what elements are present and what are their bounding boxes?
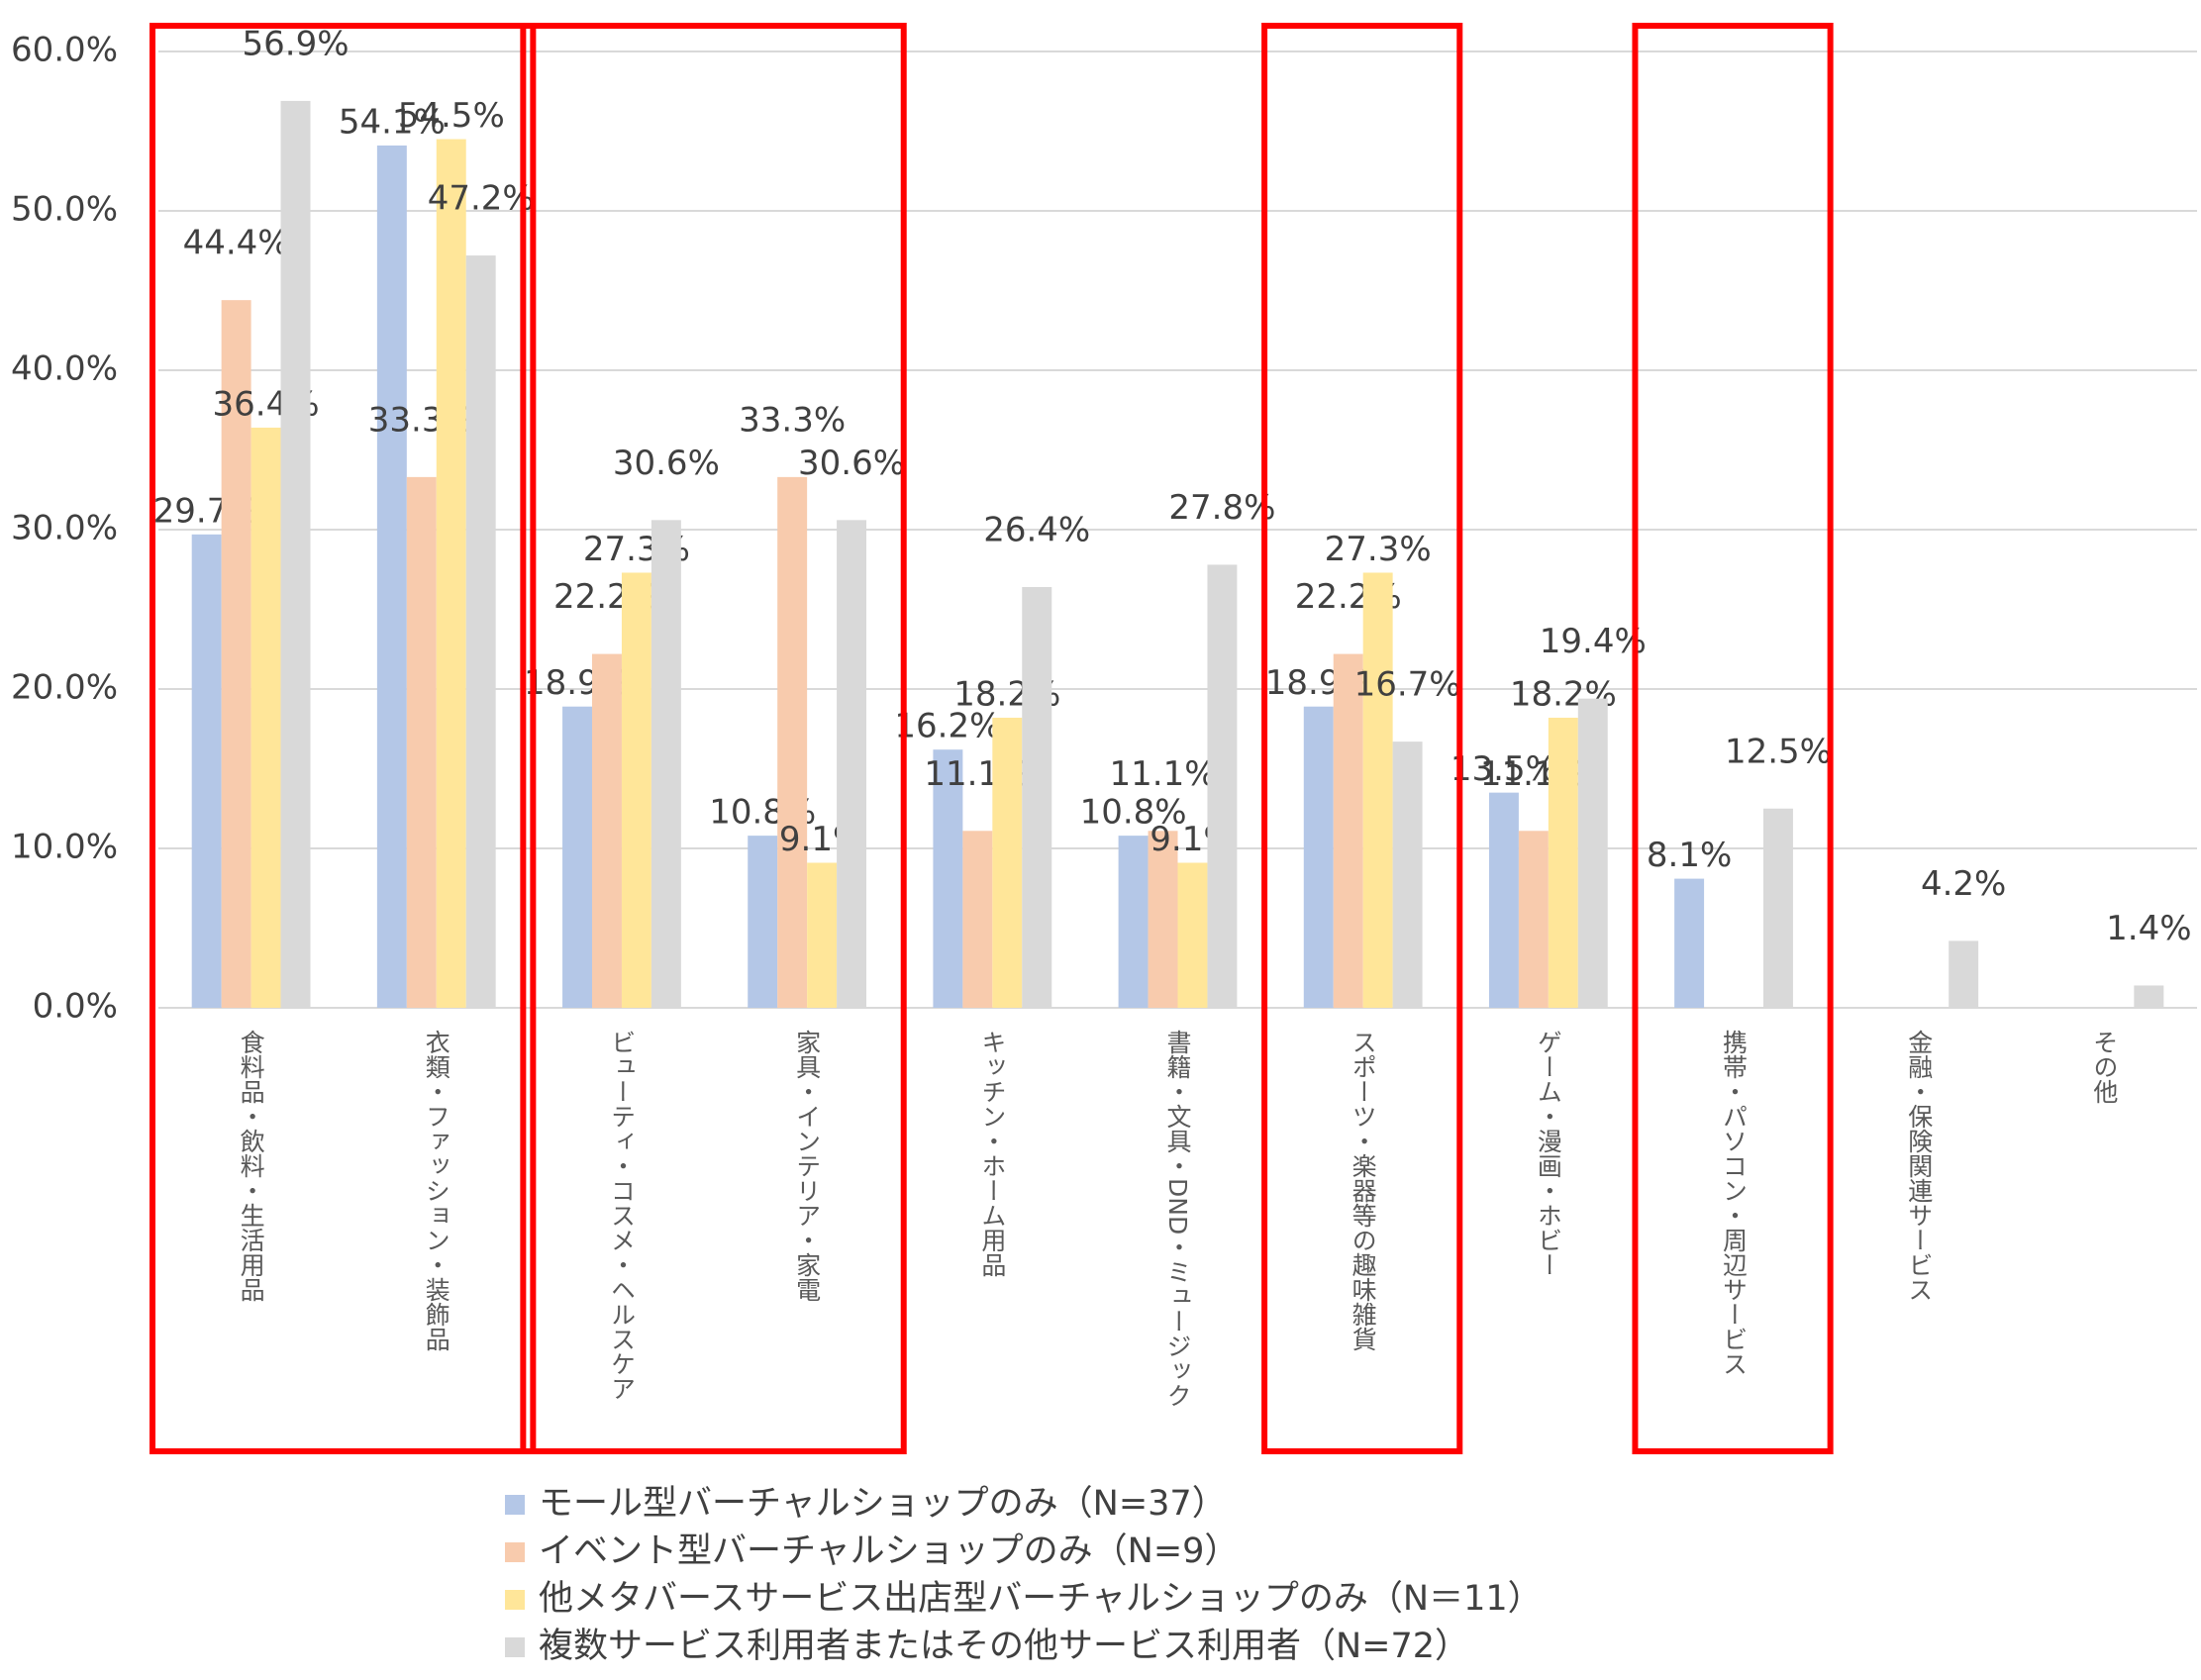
- data-label: 44.4%: [183, 224, 290, 263]
- x-tick-label: スポーツ・楽器等の趣味雑貨: [1349, 1030, 1377, 1351]
- bar: [621, 572, 651, 1008]
- data-label: 12.5%: [1725, 732, 1832, 771]
- bar: [1022, 586, 1052, 1008]
- legend-swatch: [505, 1590, 525, 1610]
- y-tick-label: 50.0%: [11, 190, 118, 230]
- bar: [465, 255, 496, 1009]
- data-label: 54.5%: [398, 96, 505, 136]
- bar: [1207, 564, 1238, 1008]
- legend-label: イベント型バーチャルショップのみ（N=9）: [539, 1532, 1239, 1571]
- data-label: 16.7%: [1354, 665, 1461, 705]
- highlight-box: [150, 23, 537, 1454]
- bar: [436, 139, 466, 1009]
- x-tick-label: キッチン・ホーム用品: [978, 1030, 1007, 1277]
- bar: [1762, 808, 1793, 1008]
- bar: [933, 749, 963, 1008]
- data-label: 10.8%: [1080, 793, 1187, 833]
- y-tick-label: 20.0%: [11, 668, 118, 708]
- data-label: 8.1%: [1647, 836, 1732, 875]
- bar: [250, 427, 281, 1009]
- bar: [748, 836, 778, 1008]
- bar: [2134, 985, 2164, 1008]
- bar: [1177, 862, 1208, 1008]
- x-tick-label: 金融・保険関連サービス: [1905, 1030, 1934, 1302]
- data-label: 30.6%: [798, 444, 905, 483]
- bar: [1303, 706, 1334, 1008]
- data-label: 54.1%: [339, 102, 446, 142]
- legend-swatch: [505, 1542, 525, 1562]
- x-tick-label: 家具・インテリア・家電: [793, 1030, 822, 1302]
- data-label: 27.8%: [1168, 488, 1275, 528]
- data-label: 47.2%: [428, 179, 535, 219]
- bar: [1392, 741, 1423, 1008]
- bar: [1577, 698, 1608, 1008]
- y-tick-label: 30.0%: [11, 509, 118, 548]
- data-label: 30.6%: [613, 444, 720, 483]
- bar: [962, 831, 993, 1008]
- data-label: 56.9%: [243, 24, 350, 63]
- highlight-box: [1261, 23, 1463, 1454]
- data-label: 26.4%: [983, 510, 1090, 549]
- data-label: 19.4%: [1540, 622, 1647, 661]
- data-label: 11.1%: [1110, 754, 1217, 794]
- y-tick-label: 0.0%: [33, 987, 118, 1027]
- x-tick-label: 書籍・文具・DND・ミュージック: [1163, 1030, 1192, 1408]
- bar: [1488, 792, 1519, 1008]
- bar: [1333, 653, 1363, 1008]
- y-tick-label: 40.0%: [11, 349, 118, 389]
- bar: [837, 520, 867, 1008]
- x-tick-label: ビューティ・コスメ・ヘルスケア: [607, 1030, 636, 1401]
- bar: [1118, 836, 1149, 1008]
- bar: [1362, 572, 1393, 1008]
- x-tick-label: 衣類・ファッション・装飾品: [422, 1030, 450, 1351]
- legend-label: 他メタバースサービス出店型バーチャルショップのみ（N＝11）: [539, 1579, 1543, 1619]
- bar: [777, 476, 808, 1008]
- bar: [592, 653, 622, 1008]
- bar: [221, 300, 251, 1008]
- data-label: 1.4%: [2106, 909, 2191, 948]
- y-tick-label: 60.0%: [11, 31, 118, 70]
- x-tick-label: ゲーム・漫画・ホビー: [1534, 1030, 1562, 1277]
- bar: [992, 717, 1023, 1008]
- highlight-box: [520, 23, 907, 1454]
- bar: [1518, 831, 1549, 1008]
- legend-label: 複数サービス利用者またはその他サービス利用者（N=72）: [539, 1627, 1469, 1666]
- bar: [1949, 940, 1979, 1008]
- bar: [807, 862, 838, 1008]
- bar: [406, 476, 437, 1008]
- bar: [280, 100, 311, 1008]
- bar: [1148, 831, 1178, 1008]
- data-label: 13.5%: [1451, 749, 1557, 789]
- bar: [1548, 717, 1578, 1008]
- bar: [650, 520, 681, 1008]
- bar: [376, 145, 407, 1009]
- x-tick-label: その他: [2090, 1030, 2119, 1104]
- data-label: 33.3%: [739, 400, 846, 440]
- bar: [1674, 878, 1705, 1008]
- data-label: 4.2%: [1921, 864, 2006, 904]
- data-label: 16.2%: [894, 707, 1001, 746]
- x-tick-label: 食料品・飲料・生活用品: [237, 1030, 265, 1302]
- highlight-box: [1632, 23, 1834, 1454]
- x-tick-label: 携帯・パソコン・周辺サービス: [1720, 1030, 1749, 1376]
- y-tick-label: 10.0%: [11, 828, 118, 867]
- data-label: 27.3%: [1325, 530, 1432, 569]
- bar: [191, 534, 222, 1008]
- legend-label: モール型バーチャルショップのみ（N=37）: [539, 1484, 1227, 1524]
- bar: [562, 706, 593, 1008]
- legend-swatch: [505, 1637, 525, 1657]
- legend-swatch: [505, 1495, 525, 1515]
